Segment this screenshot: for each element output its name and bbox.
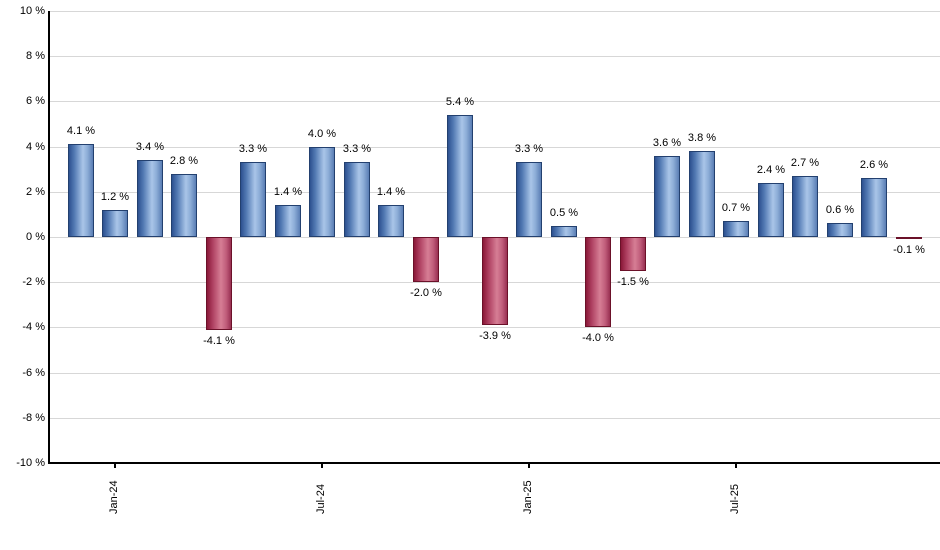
- bar-positive: [240, 162, 266, 237]
- bar-value-label: -3.9 %: [479, 330, 511, 342]
- bar-positive: [654, 156, 680, 237]
- bar-positive: [344, 162, 370, 237]
- gridline: [49, 101, 940, 102]
- y-axis-tick-label: 8 %: [26, 50, 45, 62]
- bar-value-label: 2.4 %: [756, 164, 786, 176]
- bar-positive: [792, 176, 818, 237]
- bar-value-label: 1.2 %: [100, 191, 130, 203]
- gridline: [49, 192, 940, 193]
- bar-value-label: -4.1 %: [203, 335, 235, 347]
- bar-negative: [482, 237, 508, 325]
- x-axis-tick-label: Jan-25: [522, 480, 534, 514]
- bar-value-label: 1.4 %: [376, 186, 406, 198]
- bar-positive: [378, 205, 404, 237]
- gridline: [49, 56, 940, 57]
- bar-value-label: 4.1 %: [66, 125, 96, 137]
- y-axis-tick-label: -4 %: [22, 321, 45, 333]
- bar-positive: [102, 210, 128, 237]
- bar-positive: [137, 160, 163, 237]
- bar-value-label: 3.6 %: [652, 137, 682, 149]
- bar-value-label: 0.6 %: [825, 204, 855, 216]
- y-axis-tick-label: 4 %: [26, 141, 45, 153]
- bar-value-label: 3.4 %: [135, 141, 165, 153]
- x-axis-tick: [528, 463, 530, 468]
- bar-value-label: 0.7 %: [721, 202, 751, 214]
- bar-value-label: 3.3 %: [238, 143, 268, 155]
- y-axis-tick-label: -10 %: [16, 457, 45, 469]
- bar-positive: [68, 144, 94, 237]
- bar-negative: [206, 237, 232, 330]
- bar-value-label: 3.3 %: [342, 143, 372, 155]
- gridline: [49, 373, 940, 374]
- bar-value-label: 1.4 %: [273, 186, 303, 198]
- x-axis-tick-label: Jul-24: [315, 484, 327, 514]
- bar-positive: [447, 115, 473, 237]
- y-axis-tick-label: -6 %: [22, 367, 45, 379]
- bar-negative: [413, 237, 439, 282]
- bar-positive: [171, 174, 197, 237]
- gridline: [49, 11, 940, 12]
- x-axis-tick: [114, 463, 116, 468]
- bar-value-label: 0.5 %: [549, 207, 579, 219]
- bar-positive: [309, 147, 335, 237]
- bar-value-label: 3.8 %: [687, 132, 717, 144]
- bar-positive: [861, 178, 887, 237]
- bar-positive: [551, 226, 577, 237]
- y-axis-tick-label: -2 %: [22, 276, 45, 288]
- bar-value-label: -0.1 %: [893, 244, 925, 256]
- y-axis-tick-label: -8 %: [22, 412, 45, 424]
- y-axis-tick-label: 6 %: [26, 95, 45, 107]
- bar-negative: [620, 237, 646, 271]
- bar-positive: [275, 205, 301, 237]
- gridline: [49, 327, 940, 328]
- x-axis-line: [48, 462, 940, 464]
- y-axis-line: [48, 11, 50, 464]
- bar-value-label: -1.5 %: [617, 276, 649, 288]
- bar-positive: [723, 221, 749, 237]
- y-axis-tick-label: 10 %: [19, 5, 45, 17]
- bar-positive: [689, 151, 715, 237]
- gridline: [49, 418, 940, 419]
- x-axis-tick: [735, 463, 737, 468]
- x-axis-tick-label: Jan-24: [108, 480, 120, 514]
- bar-value-label: 2.7 %: [790, 157, 820, 169]
- y-axis-tick-label: 0 %: [26, 231, 45, 243]
- bar-value-label: -2.0 %: [410, 287, 442, 299]
- x-axis-tick: [321, 463, 323, 468]
- bar-positive: [516, 162, 542, 237]
- y-axis-tick-label: 2 %: [26, 186, 45, 198]
- gridline: [49, 147, 940, 148]
- bar-value-label: -4.0 %: [582, 332, 614, 344]
- bar-negative: [896, 237, 922, 239]
- bar-value-label: 3.3 %: [514, 143, 544, 155]
- x-axis-tick-label: Jul-25: [729, 484, 741, 514]
- bar-value-label: 2.6 %: [859, 159, 889, 171]
- bar-value-label: 4.0 %: [307, 128, 337, 140]
- bar-value-label: 2.8 %: [169, 155, 199, 167]
- bar-negative: [585, 237, 611, 327]
- bar-positive: [758, 183, 784, 237]
- bar-positive: [827, 223, 853, 237]
- bar-value-label: 5.4 %: [445, 96, 475, 108]
